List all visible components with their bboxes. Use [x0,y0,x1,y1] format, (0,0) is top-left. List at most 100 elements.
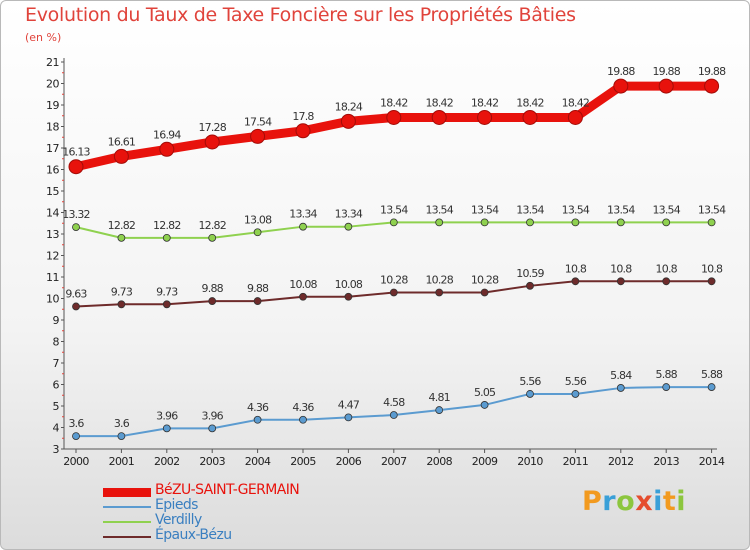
data-point [435,406,444,414]
legend-label: Épaux-Bézu [155,527,232,543]
data-point [299,292,307,301]
data-point [344,292,353,301]
logo-letter: t [662,486,677,517]
legend-swatch [103,536,151,538]
legend-item: Épaux-Bézu [103,527,363,545]
data-point [340,113,356,129]
data-label: 13.54 [471,203,499,216]
data-point [662,218,671,227]
data-point [253,415,262,424]
data-point [707,218,716,227]
data-point [431,109,447,125]
data-point [204,134,220,150]
data-label: 18.42 [562,96,590,109]
legend: BéZU-SAINT-GERMAIN Epieds Verdilly Épaux-Bé… [103,482,363,545]
data-label: 5.56 [565,375,587,388]
x-tick-label: 2001 [109,455,135,468]
data-point [571,277,580,286]
data-label: 17.28 [198,121,226,134]
data-label: 18.42 [516,96,544,109]
data-label: 19.88 [652,65,680,78]
y-tick-label: 9 [53,314,60,327]
data-label: 3.6 [68,417,84,430]
data-label: 4.36 [292,401,314,414]
data-point [299,415,307,424]
data-label: 10.8 [610,262,632,275]
data-point [571,390,580,398]
data-label: 19.88 [698,65,726,78]
data-point [707,277,716,286]
data-point [344,413,353,422]
data-point [162,424,171,433]
data-point [162,300,171,309]
data-point [477,109,493,125]
legend-item: BéZU-SAINT-GERMAIN [103,482,363,500]
data-label: 18.42 [471,96,499,109]
data-point [208,297,217,305]
data-point [526,281,534,290]
data-label: 10.08 [335,278,363,291]
data-label: 12.82 [153,219,181,232]
data-point [68,159,84,175]
unit-label: (en %) [25,31,62,44]
logo-letter: P [582,486,603,517]
data-point [208,233,217,242]
y-tick-label: 4 [53,422,60,435]
data-label: 13.34 [335,208,363,221]
data-point [389,411,398,419]
data-label: 9.73 [156,285,178,298]
data-label: 3.96 [202,409,224,422]
data-label: 17.8 [292,110,314,123]
y-tick-label: 21 [46,56,59,69]
y-tick-label: 15 [46,185,59,198]
x-tick-label: 2011 [563,455,589,468]
logo-letter: i [676,486,687,517]
data-point [344,222,353,231]
data-point [616,277,625,286]
legend-label: Verdilly [155,512,202,528]
data-point [162,233,171,242]
y-tick-label: 3 [53,443,60,456]
data-label: 12.82 [108,219,136,232]
data-point [117,233,126,242]
data-point [253,297,262,305]
legend-item: Epieds [103,497,363,515]
data-point [208,424,217,433]
x-tick-label: 2009 [472,455,498,468]
data-point [299,222,307,231]
y-tick-label: 18 [46,121,59,134]
x-tick-label: 2005 [290,455,316,468]
data-label: 18.42 [380,96,408,109]
data-point [386,109,402,125]
y-tick-label: 6 [53,379,60,392]
data-point [159,141,175,157]
y-tick-label: 16 [46,164,59,177]
logo-letter: o [616,486,636,517]
data-label: 3.6 [114,417,130,430]
data-label: 5.05 [474,386,496,399]
x-tick-label: 2004 [245,455,271,468]
data-label: 13.54 [380,203,408,216]
data-point [707,383,716,391]
data-label: 13.54 [607,203,635,216]
data-label: 18.42 [425,96,453,109]
data-label: 16.94 [153,128,181,141]
data-point [526,218,534,227]
data-point [117,300,126,309]
data-point [435,218,444,227]
x-tick-label: 2002 [154,455,180,468]
data-label: 5.56 [519,375,541,388]
data-label: 13.54 [652,203,680,216]
data-point [704,78,720,94]
data-point [526,390,534,398]
x-tick-label: 2014 [699,455,725,468]
data-point [480,218,489,227]
data-point [613,78,629,94]
data-label: 5.88 [656,368,678,381]
legend-label: BéZU-SAINT-GERMAIN [155,482,300,498]
y-tick-label: 19 [46,99,59,112]
data-label: 3.96 [156,409,178,422]
logo-letter: r [602,486,617,517]
x-tick-label: 2006 [336,455,362,468]
